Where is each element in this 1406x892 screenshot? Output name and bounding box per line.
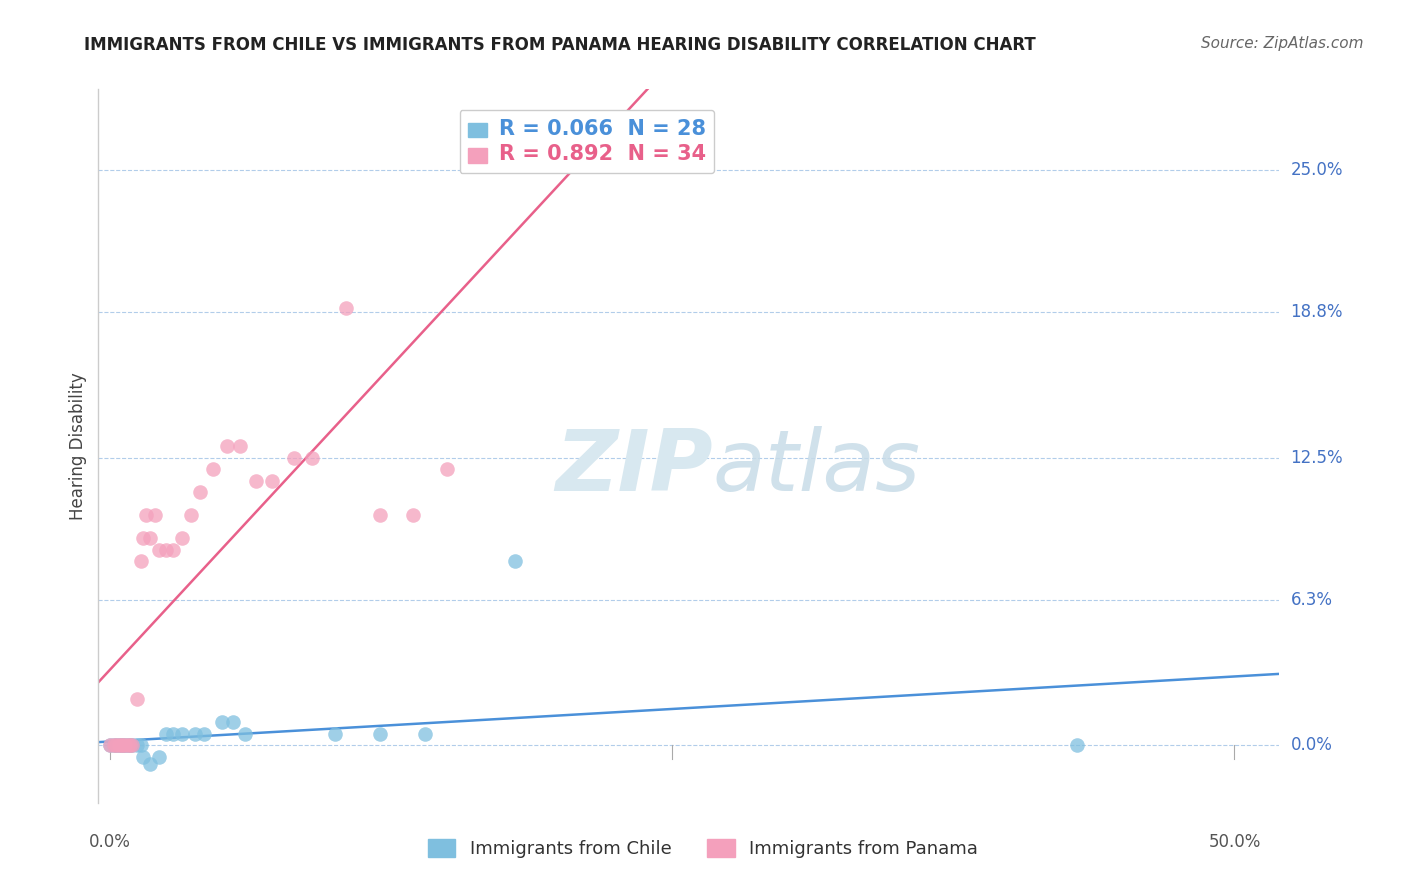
Point [245, 474, 267, 488]
Text: 18.8%: 18.8% [1291, 303, 1343, 321]
Point [222, 715, 245, 730]
Point [184, 727, 207, 741]
Point [301, 450, 323, 465]
Point [105, 738, 128, 752]
Point [162, 727, 184, 741]
Point [436, 462, 458, 476]
Legend: R = 0.066  N = 28, R = 0.892  N = 34: R = 0.066 N = 28, R = 0.892 N = 34 [460, 111, 714, 173]
Point [143, 508, 166, 522]
Point [211, 715, 233, 730]
Point [114, 738, 136, 752]
Point [110, 738, 132, 752]
Point [162, 542, 184, 557]
Point [155, 727, 177, 741]
Text: 0.0%: 0.0% [1291, 736, 1333, 755]
Y-axis label: Hearing Disability: Hearing Disability [69, 372, 87, 520]
Point [98, 738, 121, 752]
Legend: Immigrants from Chile, Immigrants from Panama: Immigrants from Chile, Immigrants from P… [420, 831, 986, 865]
Point [121, 738, 143, 752]
Point [283, 450, 305, 465]
Point [107, 738, 129, 752]
Point [503, 554, 526, 568]
Point [139, 756, 162, 771]
Point [260, 474, 283, 488]
Point [148, 749, 170, 764]
Point [148, 542, 170, 557]
Point [129, 554, 152, 568]
Point [233, 727, 256, 741]
Point [132, 749, 155, 764]
Point [118, 738, 141, 752]
Point [112, 738, 135, 752]
Point [110, 738, 132, 752]
Point [402, 508, 425, 522]
Point [135, 508, 157, 522]
Point [229, 439, 252, 453]
Point [170, 727, 193, 741]
Point [413, 727, 436, 741]
Point [98, 738, 121, 752]
Point [368, 727, 391, 741]
Point [193, 727, 215, 741]
Point [132, 531, 155, 545]
Point [103, 738, 125, 752]
Text: 0.0%: 0.0% [89, 833, 131, 851]
Point [125, 738, 148, 752]
Text: Source: ZipAtlas.com: Source: ZipAtlas.com [1201, 36, 1364, 51]
Text: atlas: atlas [713, 425, 921, 509]
Point [114, 738, 136, 752]
Point [215, 439, 238, 453]
Text: ZIP: ZIP [555, 425, 713, 509]
Point [202, 462, 225, 476]
Text: 12.5%: 12.5% [1291, 449, 1343, 467]
Text: 50.0%: 50.0% [1208, 833, 1261, 851]
Point [155, 542, 177, 557]
Point [118, 738, 141, 752]
Point [112, 738, 135, 752]
Point [121, 738, 143, 752]
Point [170, 531, 193, 545]
Point [103, 738, 125, 752]
Point [125, 692, 148, 706]
Point [117, 738, 139, 752]
Point [323, 727, 346, 741]
Text: 6.3%: 6.3% [1291, 591, 1333, 609]
Text: 25.0%: 25.0% [1291, 161, 1343, 178]
Point [335, 301, 357, 315]
Point [188, 485, 211, 500]
Point [1066, 738, 1088, 752]
Point [129, 738, 152, 752]
Point [107, 738, 129, 752]
Point [180, 508, 202, 522]
Point [368, 508, 391, 522]
Point [105, 738, 128, 752]
Point [139, 531, 162, 545]
Point [492, 117, 515, 131]
Text: IMMIGRANTS FROM CHILE VS IMMIGRANTS FROM PANAMA HEARING DISABILITY CORRELATION C: IMMIGRANTS FROM CHILE VS IMMIGRANTS FROM… [84, 36, 1036, 54]
Point [117, 738, 139, 752]
